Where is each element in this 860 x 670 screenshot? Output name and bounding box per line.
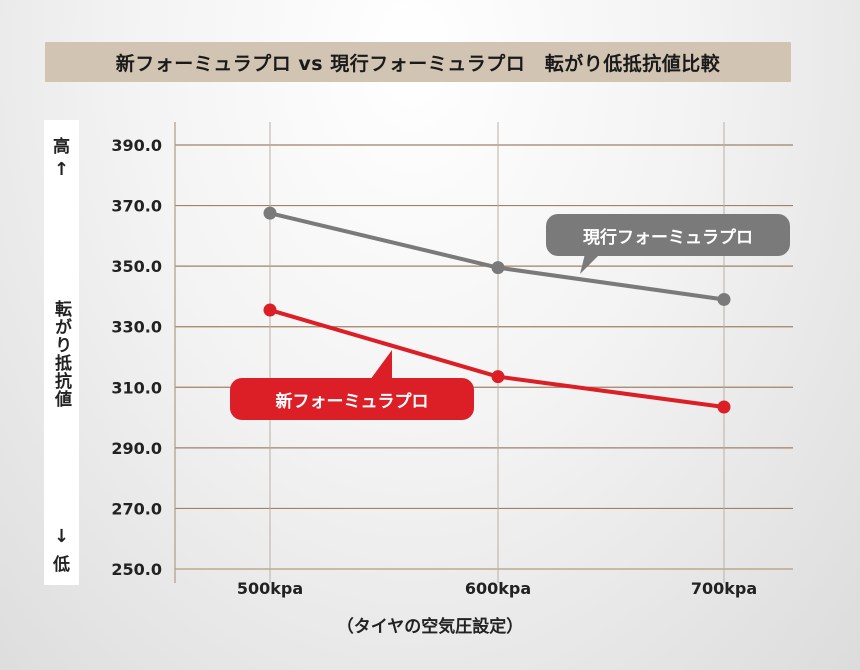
y-tick-labels: 390.0 370.0 350.0 330.0 310.0 290.0 270.0 250.0 (111, 136, 162, 579)
data-point-new (263, 303, 277, 317)
callout-tails (370, 254, 600, 380)
series-lines (263, 206, 731, 414)
callout-tail-current (580, 254, 600, 274)
x-axis-title: （タイヤの空気圧設定） (336, 617, 524, 637)
legend-label-new: 新フォーミュラプロ (275, 391, 429, 412)
data-point-current (263, 206, 277, 220)
x-tick-label: 600kpa (465, 579, 531, 598)
x-tick-label: 500kpa (237, 579, 303, 598)
y-tick-label: 330.0 (111, 318, 162, 337)
chart-title: 新フォーミュラプロ vs 現行フォーミュラプロ 転がり低抵抗値比較 (45, 42, 791, 82)
y-axis-high-char: 高 (53, 137, 70, 157)
y-axis-low-label: ↓ 低 (53, 526, 70, 576)
y-tick-label: 290.0 (111, 439, 162, 458)
y-axis-low-char: 低 (53, 555, 70, 575)
y-tick-label: 310.0 (111, 378, 162, 397)
arrow-down-icon: ↓ (53, 526, 70, 547)
y-tick-label: 370.0 (111, 197, 162, 216)
x-tick-label: 700kpa (691, 579, 757, 598)
arrow-up-icon: ↑ (53, 159, 70, 180)
legend-callout-current: 現行フォーミュラプロ (546, 214, 790, 256)
y-tick-label: 270.0 (111, 499, 162, 518)
data-point-new (491, 370, 505, 384)
y-axis-label: 高 ↑ 転がり抵抗値 ↓ 低 (44, 120, 79, 585)
y-tick-label: 350.0 (111, 257, 162, 276)
y-tick-label: 390.0 (111, 136, 162, 155)
callout-tail-new (370, 350, 392, 380)
data-point-current (717, 292, 731, 306)
y-axis-title: 転がり抵抗値 (51, 299, 71, 408)
data-point-new (717, 400, 731, 414)
x-tick-labels: 500kpa 600kpa 700kpa (237, 579, 757, 598)
y-tick-label: 250.0 (111, 560, 162, 579)
y-axis-high-label: 高 ↑ (53, 132, 70, 179)
legend-callout-new: 新フォーミュラプロ (230, 378, 474, 420)
legend-label-current: 現行フォーミュラプロ (583, 227, 753, 248)
grid-lines (174, 122, 793, 583)
data-point-current (491, 261, 505, 275)
